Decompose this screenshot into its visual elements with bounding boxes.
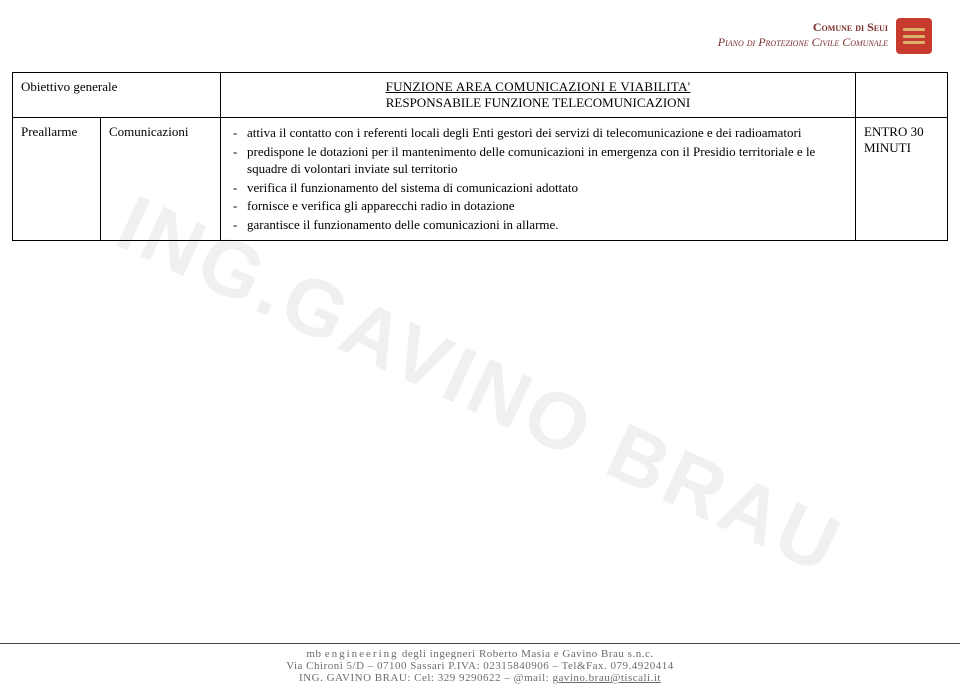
empty-time-cell [856,73,948,118]
header-plan-title: Piano di Protezione Civile Comunale [718,35,888,50]
footer-line1: mb engineering degli ingegneri Roberto M… [0,648,960,660]
phase-cell: Comunicazioni [101,118,221,241]
page-footer: mb engineering degli ingegneri Roberto M… [0,643,960,684]
document-header: Comune di Seui Piano di Protezione Civil… [718,20,888,50]
bullets-cell: attiva il contatto con i referenti local… [221,118,856,241]
bullets-list: attiva il contatto con i referenti local… [229,124,847,233]
footer-line2: Via Chironi 5/D – 07100 Sassari P.IVA: 0… [0,660,960,672]
objective-label: Obiettivo generale [21,79,117,94]
prealarm-label-cell: Preallarme [13,118,101,241]
function-title-line2: RESPONSABILE FUNZIONE TELECOMUNICAZIONI [229,95,847,111]
list-item: predispone le dotazioni per il mantenime… [233,143,847,178]
list-item: fornisce e verifica gli apparecchi radio… [233,197,847,215]
function-title-cell: FUNZIONE AREA COMUNICAZIONI E VIABILITA'… [221,73,856,118]
prealarm-label: Preallarme [21,124,77,139]
time-line2: MINUTI [864,140,939,156]
objective-label-cell: Obiettivo generale [13,73,221,118]
footer-prefix: mb [306,648,324,660]
list-item: garantisce il funzionamento delle comuni… [233,216,847,234]
table-row: Preallarme Comunicazioni attiva il conta… [13,118,948,241]
table-row: Obiettivo generale FUNZIONE AREA COMUNIC… [13,73,948,118]
list-item: verifica il funzionamento del sistema di… [233,179,847,197]
footer-company: degli ingegneri Roberto Masia e Gavino B… [399,648,654,660]
footer-line3: ING. GAVINO BRAU: Cel: 329 9290622 – @ma… [0,672,960,684]
time-line1: ENTRO 30 [864,124,939,140]
function-title-line1: FUNZIONE AREA COMUNICAZIONI E VIABILITA' [229,79,847,95]
list-item: attiva il contatto con i referenti local… [233,124,847,142]
header-logo-icon [896,18,932,54]
footer-email-link[interactable]: gavino.brau@tiscali.it [552,672,661,684]
header-municipality: Comune di Seui [718,20,888,35]
time-cell: ENTRO 30 MINUTI [856,118,948,241]
footer-engineering: engineering [325,648,399,660]
footer-contact: ING. GAVINO BRAU: Cel: 329 9290622 – @ma… [299,672,552,684]
logo-bars-icon [903,28,925,44]
phase-label: Comunicazioni [109,124,188,139]
main-table: Obiettivo generale FUNZIONE AREA COMUNIC… [12,72,948,241]
